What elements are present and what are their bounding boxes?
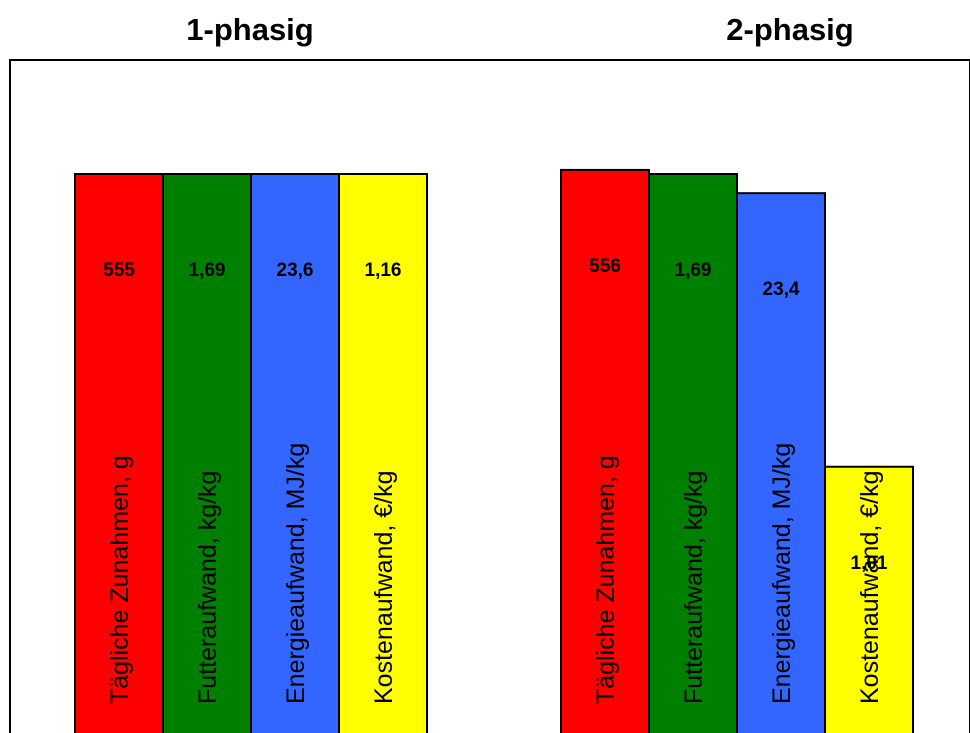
value-label-2phasig-kosten: 1,01 [851,553,888,574]
bar-1phasig-zunahmen [74,173,164,733]
group-title-1phasig: 1-phasig [186,12,313,47]
category-label-2phasig-zunahmen: Tägliche Zunahmen, g [592,455,620,704]
category-label-2phasig-futter: Futteraufwand, kg/kg [680,471,708,704]
category-label-1phasig-kosten: Kostenaufwand, €/kg [370,471,398,705]
value-label-1phasig-energie: 23,6 [277,260,314,281]
value-label-1phasig-futter: 1,69 [189,260,226,281]
category-label-2phasig-energie: Energieaufwand, MJ/kg [768,443,796,704]
bar-2phasig-zunahmen [560,168,650,733]
value-label-2phasig-zunahmen: 556 [589,256,621,277]
bar-1phasig-kosten [338,173,428,733]
category-label-1phasig-energie: Energieaufwand, MJ/kg [282,443,310,704]
category-label-1phasig-zunahmen: Tägliche Zunahmen, g [106,455,134,704]
value-label-1phasig-kosten: 1,16 [365,260,402,281]
bar-2phasig-energie [736,192,826,733]
value-label-2phasig-energie: 23,4 [763,279,800,300]
bars-layer: 555 Tägliche Zunahmen, g 1,69 Futteraufwand… [74,168,914,733]
bar-1phasig-futter [162,173,252,733]
category-label-2phasig-kosten: Kostenaufwand, €/kg [856,471,884,705]
value-label-2phasig-futter: 1,69 [675,260,712,281]
bar-2phasig-kosten [824,465,914,733]
category-label-1phasig-futter: Futteraufwand, kg/kg [194,471,222,704]
value-label-1phasig-zunahmen: 555 [103,260,135,281]
group-title-2phasig: 2-phasig [726,12,853,47]
